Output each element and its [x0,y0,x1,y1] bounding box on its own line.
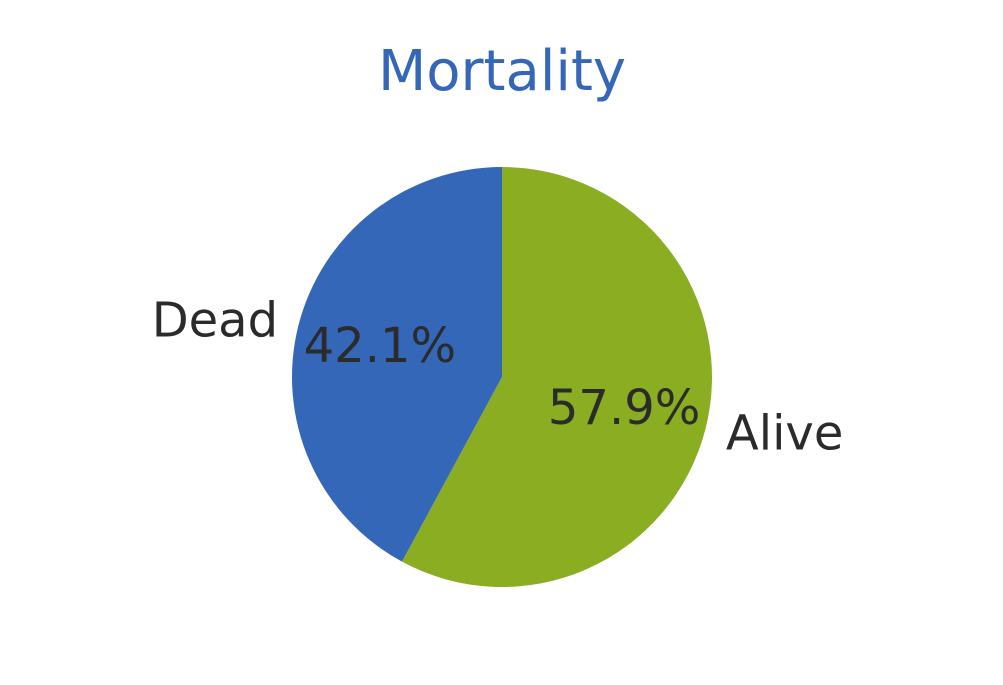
slice-label-alive: Alive [726,406,843,462]
pie-slice-alive [401,167,712,587]
percent-label-dead: 42.1% [304,318,456,374]
pie-slice-dead [291,167,502,562]
percent-label-alive: 57.9% [548,380,700,436]
slice-label-dead: Dead [152,292,278,348]
pie-labels: 57.9% Alive 42.1% Dead [152,292,844,461]
pie-slices [291,167,712,587]
chart-title: Mortality [378,39,626,104]
